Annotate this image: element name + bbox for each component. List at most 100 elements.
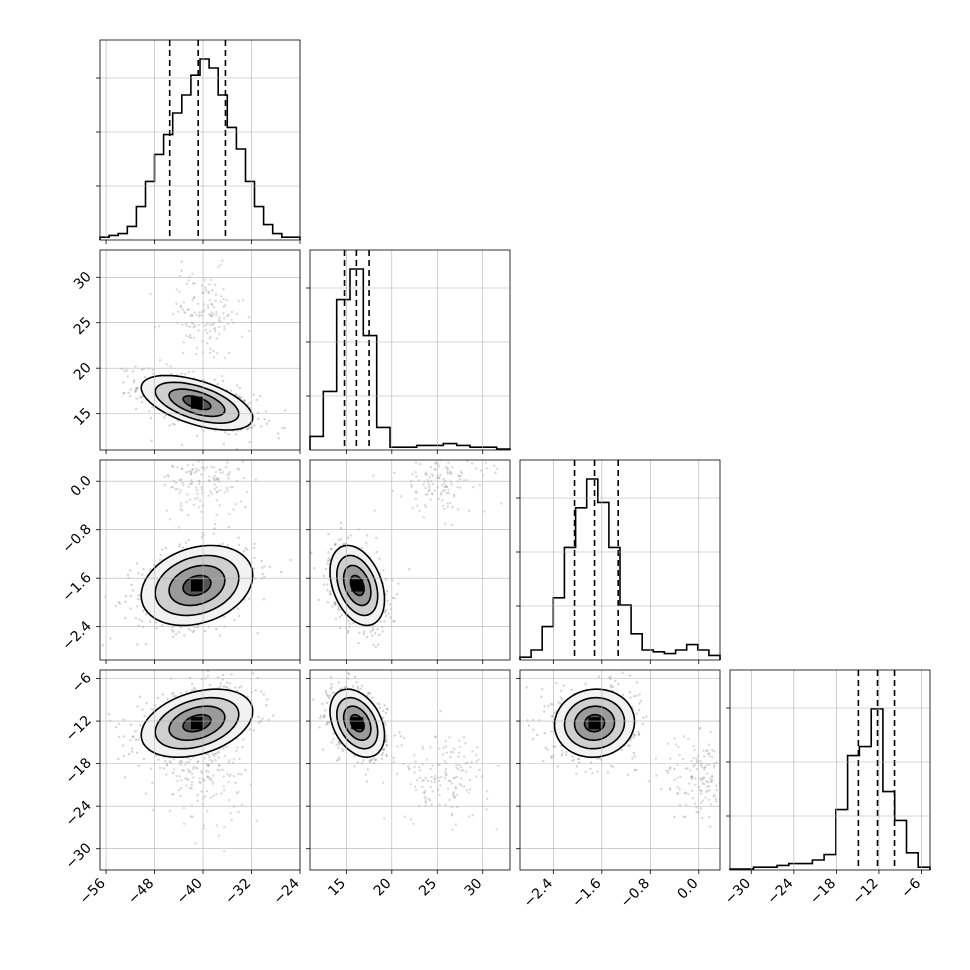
sample-point [254, 689, 257, 692]
sample-point [454, 785, 457, 789]
sample-point [323, 709, 327, 712]
sample-point [212, 356, 216, 359]
sample-point [195, 470, 198, 473]
sample-point [171, 464, 174, 468]
sample-point [325, 701, 329, 704]
sample-point [129, 738, 132, 742]
sample-point [239, 500, 243, 503]
sample-point [421, 747, 425, 750]
sample-point [457, 755, 460, 758]
sample-point [115, 725, 118, 729]
sample-point [194, 842, 197, 845]
sample-point [208, 313, 211, 316]
sample-point [706, 780, 709, 784]
contour-line [182, 395, 212, 411]
sample-point [437, 476, 441, 480]
sample-point [707, 785, 711, 788]
sample-point [148, 620, 152, 623]
sample-point [436, 486, 439, 489]
sample-point [264, 410, 268, 413]
sample-point [200, 310, 203, 314]
sample-point [703, 766, 706, 769]
sample-point [171, 422, 175, 426]
sample-point [197, 469, 200, 472]
sample-point [188, 333, 192, 337]
sample-point [245, 490, 249, 494]
sample-point [182, 310, 186, 313]
sample-point [213, 752, 217, 756]
sample-point [467, 447, 469, 449]
sample-point [325, 723, 328, 726]
sample-point [467, 791, 470, 794]
sample-point [633, 733, 636, 737]
sample-point [413, 771, 416, 774]
sample-point [429, 745, 432, 749]
sample-point [200, 790, 203, 793]
sample-point [209, 347, 212, 350]
sample-point [437, 465, 441, 468]
sample-point [208, 755, 211, 759]
sample-point [132, 370, 135, 373]
sample-point [708, 788, 711, 792]
sample-point [384, 723, 387, 727]
sample-point [216, 490, 219, 493]
sample-point [727, 758, 729, 760]
sample-point [131, 735, 135, 739]
sample-point [596, 770, 599, 773]
sample-point [400, 744, 403, 747]
sample-point [531, 718, 535, 722]
sample-point [365, 534, 369, 537]
sample-point [715, 784, 718, 787]
sample-point [321, 702, 324, 706]
sample-point [451, 505, 454, 509]
sample-point [335, 759, 339, 762]
sample-point [196, 492, 199, 495]
sample-point [637, 730, 640, 734]
sample-point [338, 608, 342, 611]
sample-point [334, 543, 337, 546]
sample-point [252, 729, 255, 732]
sample-point [189, 770, 192, 773]
sample-point [333, 602, 337, 606]
contour-line [335, 696, 379, 750]
sample-point [187, 760, 191, 764]
sample-point [450, 805, 454, 809]
sample-point [222, 747, 225, 750]
sample-point [415, 491, 418, 494]
sample-point [727, 775, 729, 777]
sample-point [440, 483, 444, 487]
sample-point [114, 604, 118, 608]
contour-line [182, 713, 212, 733]
sample-point [424, 776, 428, 780]
sample-point [187, 514, 190, 517]
sample-point [467, 815, 471, 818]
sample-point [695, 757, 698, 761]
sample-point [234, 433, 238, 436]
sample-point [238, 757, 241, 761]
sample-point [332, 732, 336, 735]
sample-point [170, 629, 174, 632]
sample-point [379, 620, 382, 623]
sample-point [628, 744, 631, 747]
sample-point [385, 754, 388, 758]
sample-point [339, 521, 343, 525]
sample-point [550, 755, 553, 758]
pairplot-0-2 [101, 460, 292, 647]
sample-point [223, 325, 226, 328]
sample-point [496, 467, 499, 470]
sample-point [438, 747, 441, 750]
sample-point [136, 597, 139, 601]
pairplot-0-1 [120, 259, 287, 450]
sample-point [385, 609, 388, 612]
sample-point [642, 716, 645, 720]
density-peak [190, 579, 203, 592]
sample-point [225, 298, 229, 302]
sample-point [414, 490, 418, 493]
sample-point [407, 766, 411, 770]
sample-point [218, 503, 221, 507]
sample-point [215, 752, 218, 755]
sample-point [564, 753, 568, 757]
sample-point [381, 709, 385, 713]
sample-point [228, 682, 232, 685]
sample-point [195, 766, 198, 769]
